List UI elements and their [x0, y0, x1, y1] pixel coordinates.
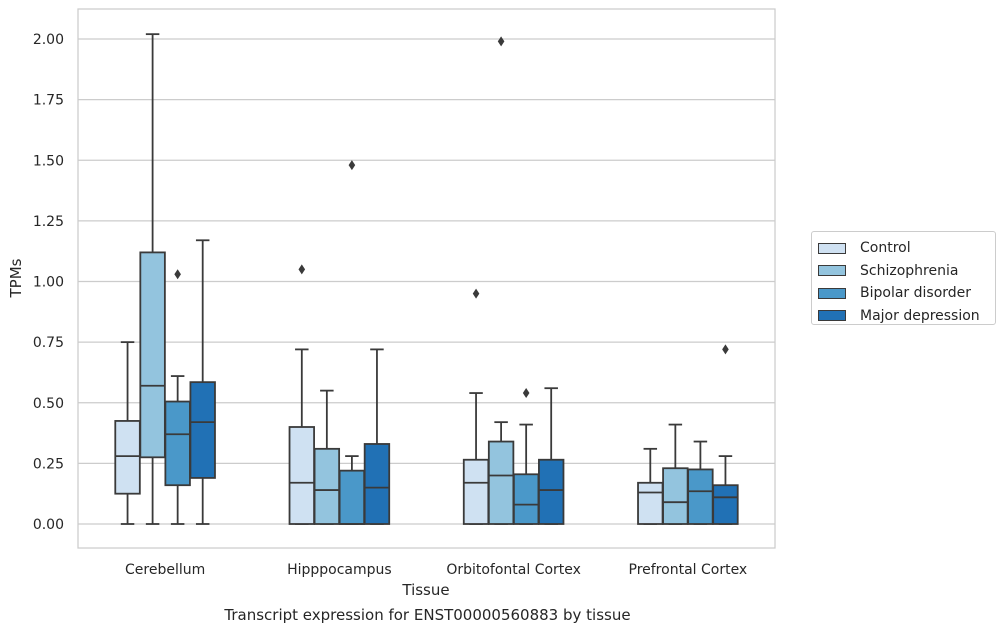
box-schizophrenia	[662, 423, 689, 525]
box	[512, 473, 540, 525]
legend-swatch	[818, 310, 846, 322]
x-tick-labels: Cerebellum Hipppocampus Orbitofontal Corte…	[125, 562, 747, 578]
box	[338, 469, 366, 525]
legend-label: Bipolar disorder	[860, 285, 972, 302]
box-major-depression	[189, 239, 216, 525]
box-bipolar-disorder	[687, 440, 714, 525]
y-tick-label: 0.75	[33, 335, 64, 351]
y-tick-label: 0.00	[33, 517, 64, 533]
box	[662, 467, 689, 525]
box	[189, 381, 216, 479]
box-control	[637, 447, 664, 525]
box	[313, 447, 341, 525]
box	[712, 484, 739, 525]
y-tick-label: 1.50	[33, 153, 64, 169]
box	[363, 443, 391, 525]
x-tick-label: Cerebellum	[125, 562, 205, 578]
box	[288, 426, 315, 525]
box-major-depression	[538, 387, 565, 525]
legend-item: Control	[818, 237, 995, 260]
box	[139, 251, 166, 459]
box	[164, 400, 191, 487]
x-tick-label: Prefrontal Cortex	[629, 562, 748, 578]
y-tick-label: 1.00	[33, 275, 64, 291]
legend-swatch	[818, 287, 846, 299]
box	[114, 420, 141, 495]
plot-frame	[77, 8, 776, 549]
legend-item: Schizophrenia	[818, 260, 995, 283]
box	[487, 440, 515, 525]
outlier-point	[722, 344, 729, 355]
box-major-depression	[363, 348, 391, 525]
outlier-point	[497, 36, 505, 47]
box-control	[114, 341, 141, 525]
box	[637, 481, 664, 525]
box-control	[288, 264, 315, 525]
box	[462, 458, 490, 525]
outlier-point	[522, 388, 530, 399]
box	[687, 468, 714, 525]
y-axis-label: TPMs	[7, 258, 25, 298]
y-tick-label: 1.75	[33, 93, 64, 109]
x-tick-label: Orbitofontal Cortex	[446, 562, 581, 578]
legend-label: Schizophrenia	[860, 262, 959, 279]
chart-caption: Transcript expression for ENST0000056088…	[224, 606, 631, 624]
box-schizophrenia	[487, 36, 515, 525]
y-tick-label: 1.25	[33, 214, 64, 230]
box-schizophrenia	[313, 389, 341, 525]
legend-swatch	[818, 265, 846, 277]
box-major-depression	[712, 344, 739, 525]
outlier-point	[298, 264, 306, 275]
x-tick-label: Hipppocampus	[287, 562, 392, 578]
box-bipolar-disorder	[164, 269, 191, 525]
legend-label: Major depression	[860, 307, 980, 324]
outlier-point	[348, 160, 356, 171]
outlier-point	[472, 288, 480, 299]
box-schizophrenia	[139, 33, 166, 525]
box-bipolar-disorder	[512, 388, 540, 525]
box-plots	[114, 33, 739, 525]
y-tick-label: 0.25	[33, 456, 64, 472]
legend-item: Bipolar disorder	[818, 282, 995, 305]
outlier-point	[174, 269, 181, 280]
y-tick-label: 2.00	[33, 32, 64, 48]
y-tick-label: 0.50	[33, 396, 64, 412]
y-tick-labels: 0.00 0.25 0.50 0.75 1.00 1.25 1.50 1.75 2.00	[33, 32, 64, 533]
legend-item: Major depression	[818, 305, 995, 328]
x-axis-label: Tissue	[401, 581, 449, 599]
box	[538, 458, 565, 525]
legend: Control Schizophrenia Bipolar disorder Majo…	[811, 231, 996, 325]
legend-swatch	[818, 242, 846, 254]
box-control	[462, 288, 490, 525]
legend-label: Control	[860, 240, 911, 257]
